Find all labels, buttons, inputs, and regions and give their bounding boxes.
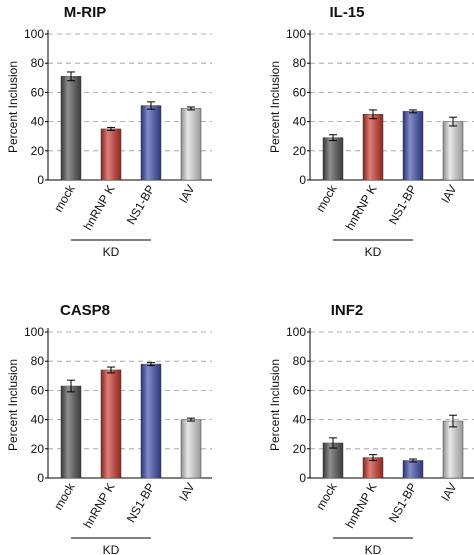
chart-title: IL-15 — [329, 4, 364, 21]
bar-shading — [181, 108, 201, 180]
error-bar — [409, 109, 417, 114]
y-tick-label: 20 — [31, 442, 45, 456]
error-bar — [147, 362, 155, 367]
x-tick-label: NS1-BP — [124, 481, 158, 526]
x-tick-label: NS1-BP — [386, 183, 420, 228]
bar-shading — [363, 457, 383, 478]
y-tick-label: 40 — [31, 115, 45, 129]
y-axis-label: Percent Inclusion — [6, 359, 20, 451]
annotation: KD — [103, 245, 120, 259]
y-tick-label: 20 — [293, 442, 307, 456]
x-tick-label: IAV — [176, 183, 197, 206]
y-tick-label: 100 — [24, 27, 44, 41]
x-tick-label: mock — [313, 182, 340, 215]
x-tick-label: IAV — [438, 183, 459, 206]
y-tick-label: 40 — [293, 115, 307, 129]
x-tick-label: hnRNP K — [81, 183, 118, 233]
y-tick-label: 80 — [293, 56, 307, 70]
bar-shading — [443, 121, 463, 180]
error-bar — [187, 106, 195, 111]
error-bar — [67, 71, 75, 82]
y-tick-label: 0 — [299, 471, 306, 485]
x-tick-label: hnRNP K — [81, 481, 118, 531]
y-tick-label: 60 — [31, 383, 45, 397]
bar-shading — [61, 386, 81, 478]
bar-shading — [61, 76, 81, 180]
y-tick-label: 60 — [293, 383, 307, 397]
bar-shading — [363, 114, 383, 180]
chart-panel: IL-15 Percent Inclusion 0 20 40 60 80 100 mock hn… — [268, 4, 474, 259]
x-tick-label: IAV — [438, 481, 459, 504]
error-bar — [449, 116, 457, 127]
y-tick-label: 80 — [31, 354, 45, 368]
y-tick-label: 0 — [299, 173, 306, 187]
x-tick-label: IAV — [176, 481, 197, 504]
x-tick-label: mock — [51, 480, 78, 513]
chart-title: CASP8 — [60, 302, 110, 319]
chart-panel: M-RIP Percent Inclusion 0 20 40 60 80 100 mock hn… — [6, 4, 212, 259]
chart-panel: INF2 Percent Inclusion 0 20 40 60 80 100 mock hnR… — [268, 302, 474, 555]
y-tick-label: 40 — [293, 413, 307, 427]
bar-shading — [323, 442, 343, 478]
bar-shading — [101, 369, 121, 478]
bar-shading — [141, 364, 161, 478]
error-bar — [107, 126, 115, 131]
bar-shading — [101, 128, 121, 180]
y-axis-label: Percent Inclusion — [6, 61, 20, 153]
y-axis-label: Percent Inclusion — [268, 359, 282, 451]
y-tick-label: 60 — [293, 85, 307, 99]
y-tick-label: 60 — [31, 85, 45, 99]
y-tick-label: 20 — [293, 144, 307, 158]
error-bar — [67, 379, 75, 393]
error-bar — [449, 414, 457, 428]
error-bar — [107, 366, 115, 374]
y-tick-label: 20 — [31, 144, 45, 158]
error-bar — [187, 417, 195, 422]
y-tick-label: 100 — [286, 27, 306, 41]
bar-shading — [181, 419, 201, 478]
y-axis-label: Percent Inclusion — [268, 61, 282, 153]
error-bar — [409, 458, 417, 463]
x-tick-label: mock — [313, 480, 340, 513]
y-tick-label: 0 — [37, 173, 44, 187]
error-bar — [369, 109, 377, 120]
bar-shading — [403, 111, 423, 180]
y-tick-label: 0 — [37, 471, 44, 485]
bar-shading — [323, 137, 343, 180]
x-tick-label: hnRNP K — [343, 183, 380, 233]
x-tick-label: mock — [51, 182, 78, 215]
annotation: KD — [103, 543, 120, 555]
y-tick-label: 80 — [293, 354, 307, 368]
chart-title: INF2 — [331, 302, 364, 319]
error-bar — [147, 101, 155, 110]
x-tick-label: NS1-BP — [124, 183, 158, 228]
bar-shading — [141, 105, 161, 180]
bar-shading — [403, 460, 423, 478]
chart-title: M-RIP — [64, 4, 107, 21]
error-bar — [369, 454, 377, 461]
x-tick-label: hnRNP K — [343, 481, 380, 531]
bar-shading — [443, 421, 463, 478]
annotation: KD — [365, 543, 382, 555]
y-tick-label: 80 — [31, 56, 45, 70]
chart-panel: CASP8 Percent Inclusion 0 20 40 60 80 100 mock hn… — [6, 302, 212, 555]
y-tick-label: 40 — [31, 413, 45, 427]
x-tick-label: NS1-BP — [386, 481, 420, 526]
annotation: KD — [365, 245, 382, 259]
error-bar — [329, 437, 337, 449]
y-tick-label: 100 — [286, 325, 306, 339]
error-bar — [329, 134, 337, 142]
y-tick-label: 100 — [24, 325, 44, 339]
